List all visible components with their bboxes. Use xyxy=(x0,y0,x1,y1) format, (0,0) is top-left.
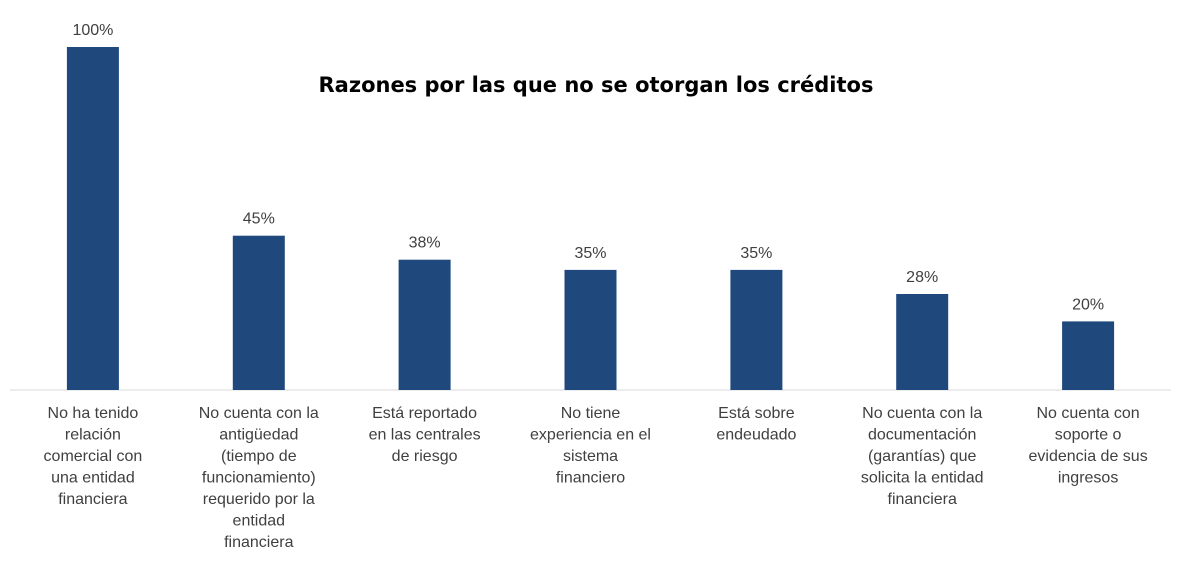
tick-label-line: No cuenta con xyxy=(1037,405,1140,422)
tick-label-line: funcionamiento) xyxy=(202,470,316,487)
tick-label-line: entidad xyxy=(233,513,286,530)
tick-label-line: (tiempo de xyxy=(221,448,297,465)
tick-label-4: No tiene experiencia en el sistema financie… xyxy=(530,405,651,487)
bar-3 xyxy=(398,259,451,390)
tick-label-line: solicita la entidad xyxy=(861,470,984,487)
tick-label-line: soporte o xyxy=(1055,427,1122,444)
tick-label-line: endeudado xyxy=(716,427,796,444)
tick-label-line: evidencia de sus xyxy=(1029,448,1148,465)
tick-label-line: comercial con xyxy=(44,448,143,465)
tick-label-line: sistema xyxy=(563,448,618,465)
tick-label-2: No cuenta con la antigüedad (tiempo de func… xyxy=(199,405,319,551)
bar-5 xyxy=(730,269,783,390)
bars-group xyxy=(66,47,1115,390)
tick-label-line: Está reportado xyxy=(372,405,477,422)
tick-label-line: de riesgo xyxy=(392,448,458,465)
tick-label-line: No tiene xyxy=(561,405,621,422)
data-labels-group: 100% 45% 38% 35% 35% 28% 20% xyxy=(72,22,1104,313)
tick-label-1: No ha tenido relación comercial con una ent… xyxy=(44,405,143,508)
tick-label-line: No cuenta con la xyxy=(862,405,982,422)
tick-label-line: experiencia en el xyxy=(530,427,651,444)
tick-label-line: (garantías) que xyxy=(868,448,977,465)
data-label-6: 28% xyxy=(906,269,938,286)
data-label-5: 35% xyxy=(740,245,772,262)
tick-label-line: documentación xyxy=(868,427,977,444)
data-label-7: 20% xyxy=(1072,296,1104,313)
tick-label-line: antigüedad xyxy=(219,427,298,444)
data-label-4: 35% xyxy=(574,245,606,262)
tick-label-line: una entidad xyxy=(51,470,135,487)
tick-label-line: Está sobre xyxy=(718,405,795,422)
tick-label-line: No ha tenido xyxy=(48,405,139,422)
tick-label-3: Está reportado en las centrales de riesgo xyxy=(369,405,481,465)
bar-1 xyxy=(66,47,119,390)
tick-label-line: requerido por la xyxy=(203,491,315,508)
tick-label-line: financiera xyxy=(58,491,127,508)
tick-label-5: Está sobre endeudado xyxy=(716,405,796,444)
tick-label-6: No cuenta con la documentación (garantías)… xyxy=(861,405,984,508)
tick-label-line: relación xyxy=(65,427,121,444)
tick-labels-group: No ha tenido relación comercial con una ent… xyxy=(44,405,1148,551)
data-label-3: 38% xyxy=(409,235,441,252)
bar-6 xyxy=(896,294,949,390)
tick-label-7: No cuenta con soporte o evidencia de sus in… xyxy=(1029,405,1148,487)
tick-label-line: en las centrales xyxy=(369,427,481,444)
data-label-1: 100% xyxy=(72,22,113,39)
bar-4 xyxy=(564,269,617,390)
tick-label-line: financiera xyxy=(888,491,957,508)
tick-label-line: No cuenta con la xyxy=(199,405,319,422)
chart-title: Razones por las que no se otorgan los cr… xyxy=(319,73,874,97)
tick-label-line: ingresos xyxy=(1058,470,1118,487)
bar-7 xyxy=(1062,321,1115,390)
data-label-2: 45% xyxy=(243,211,275,228)
bar-2 xyxy=(232,235,285,390)
tick-label-line: financiera xyxy=(224,534,293,551)
tick-label-line: financiero xyxy=(556,470,625,487)
